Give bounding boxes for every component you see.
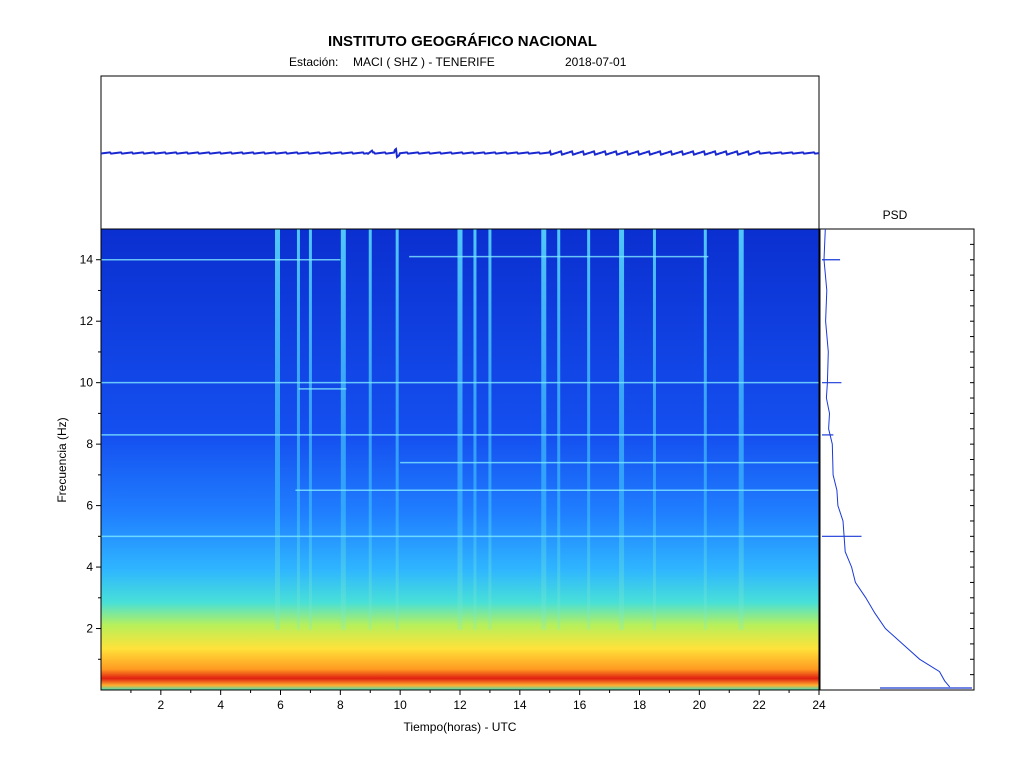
y-tick-label: 8: [86, 437, 93, 451]
seismogram-panel: [100, 75, 820, 230]
x-tick-label: 2: [157, 698, 164, 712]
y-tick-label: 12: [80, 314, 94, 328]
station-value: MACI ( SHZ ) - TENERIFE: [353, 55, 495, 69]
energy-burst: [275, 229, 281, 630]
energy-burst: [296, 229, 300, 630]
energy-burst: [619, 229, 625, 630]
x-tick-label: 14: [513, 698, 527, 712]
psd-title: PSD: [882, 208, 908, 222]
energy-burst: [557, 229, 561, 630]
psd-panel: [819, 228, 975, 691]
energy-burst: [457, 229, 463, 630]
energy-burst: [738, 229, 744, 630]
energy-burst: [652, 229, 656, 630]
x-tick-label: 10: [393, 698, 407, 712]
x-tick-label: 12: [453, 698, 467, 712]
x-tick-label: 24: [812, 698, 826, 712]
x-tick-label: 20: [693, 698, 707, 712]
page-title: INSTITUTO GEOGRÁFICO NACIONAL: [328, 33, 597, 50]
x-axis-label: Tiempo(horas) - UTC: [403, 720, 517, 734]
x-tick-label: 4: [217, 698, 224, 712]
y-tick-label: 14: [80, 253, 94, 267]
psd-frame: [819, 228, 975, 691]
station-label: Estación:: [289, 55, 339, 69]
energy-burst: [368, 229, 372, 630]
energy-burst: [340, 229, 346, 630]
energy-burst: [541, 229, 547, 630]
energy-burst: [488, 229, 492, 630]
y-tick-label: 6: [86, 499, 93, 513]
date-label: 2018-07-01: [565, 55, 627, 69]
x-tick-label: 18: [633, 698, 647, 712]
energy-burst: [703, 229, 707, 630]
x-tick-label: 8: [337, 698, 344, 712]
energy-burst: [308, 229, 312, 630]
x-tick-label: 22: [752, 698, 766, 712]
y-tick-label: 2: [86, 622, 93, 636]
energy-burst: [395, 229, 399, 630]
y-tick-label: 4: [86, 560, 93, 574]
psd-curve: [823, 228, 951, 688]
x-tick-label: 16: [573, 698, 587, 712]
seismogram-trace: [100, 147, 820, 159]
energy-burst: [473, 229, 477, 630]
x-tick-label: 6: [277, 698, 284, 712]
y-tick-label: 10: [80, 376, 94, 390]
energy-burst: [587, 229, 591, 630]
